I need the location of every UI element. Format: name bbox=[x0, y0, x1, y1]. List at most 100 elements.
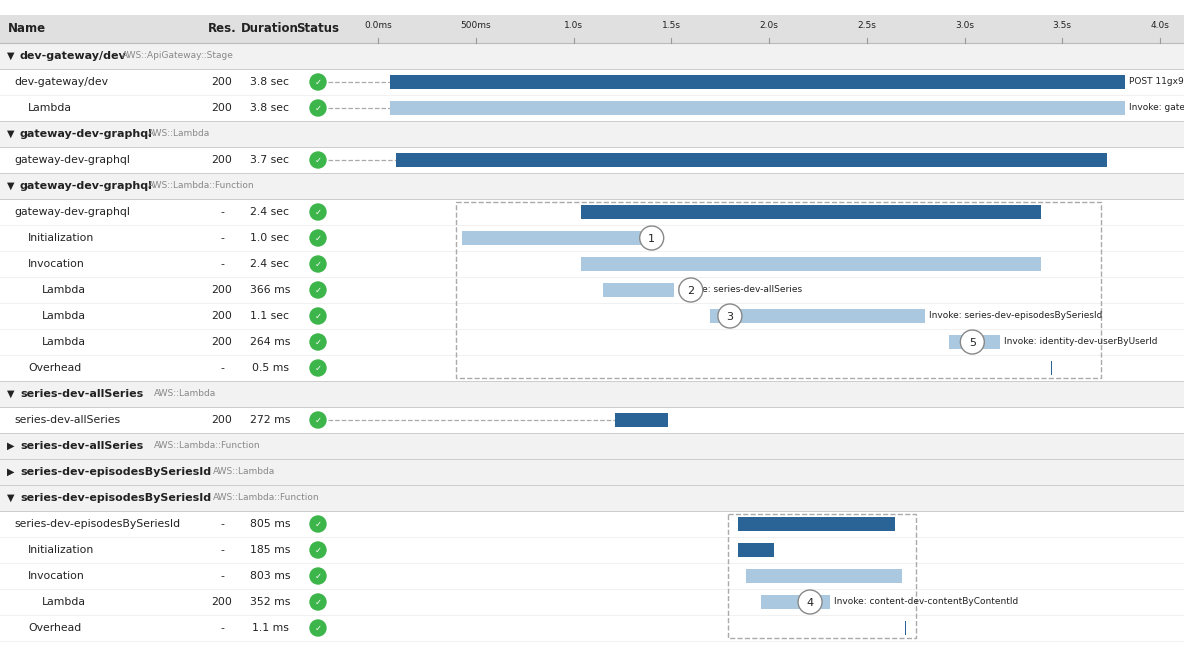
Text: ✓: ✓ bbox=[315, 416, 322, 425]
Text: ✓: ✓ bbox=[315, 572, 322, 581]
Text: -: - bbox=[220, 259, 224, 269]
Text: 3: 3 bbox=[727, 311, 733, 321]
Text: dev-gateway/dev: dev-gateway/dev bbox=[20, 51, 127, 61]
Text: ✓: ✓ bbox=[315, 260, 322, 269]
Bar bbox=[0, 381, 1184, 407]
Text: 200: 200 bbox=[212, 155, 232, 165]
Bar bbox=[0, 173, 1184, 199]
Text: 200: 200 bbox=[212, 311, 232, 321]
Circle shape bbox=[310, 412, 326, 428]
Text: Invoke: series-dev-episodesBySeriesId: Invoke: series-dev-episodesBySeriesId bbox=[929, 311, 1102, 321]
Text: ✓: ✓ bbox=[315, 312, 322, 321]
Text: Invocation: Invocation bbox=[28, 259, 85, 269]
Text: ✓: ✓ bbox=[315, 338, 322, 347]
Text: 805 ms: 805 ms bbox=[250, 519, 290, 529]
Circle shape bbox=[310, 204, 326, 220]
Circle shape bbox=[310, 308, 326, 324]
Text: Overhead: Overhead bbox=[28, 623, 82, 633]
Text: -: - bbox=[220, 207, 224, 217]
Text: -: - bbox=[220, 363, 224, 373]
Text: gateway-dev-graphql: gateway-dev-graphql bbox=[14, 155, 130, 165]
Text: Lambda: Lambda bbox=[41, 597, 86, 607]
Bar bbox=[0, 121, 1184, 147]
Text: 2.4 sec: 2.4 sec bbox=[251, 259, 290, 269]
Text: ▼: ▼ bbox=[7, 51, 14, 61]
Text: POST 11gx93bhx8.execute-api.us-ea: POST 11gx93bhx8.execute-api.us-ea bbox=[1128, 77, 1184, 87]
Text: 3.8 sec: 3.8 sec bbox=[251, 103, 290, 113]
Circle shape bbox=[310, 334, 326, 350]
Text: ✓: ✓ bbox=[315, 286, 322, 295]
Text: 2: 2 bbox=[687, 285, 694, 295]
Text: ✓: ✓ bbox=[315, 520, 322, 529]
Text: -: - bbox=[220, 233, 224, 243]
Text: 3.5s: 3.5s bbox=[1053, 21, 1072, 30]
Text: Invocation: Invocation bbox=[28, 571, 85, 581]
Text: 3.8 sec: 3.8 sec bbox=[251, 77, 290, 87]
Circle shape bbox=[310, 152, 326, 168]
Bar bbox=[0, 43, 1184, 69]
Bar bbox=[581, 205, 1041, 219]
Text: 272 ms: 272 ms bbox=[250, 415, 290, 425]
Circle shape bbox=[798, 590, 822, 614]
Text: -: - bbox=[220, 623, 224, 633]
Text: series-dev-episodesBySeriesId: series-dev-episodesBySeriesId bbox=[20, 467, 211, 477]
Circle shape bbox=[310, 542, 326, 558]
Bar bbox=[456, 202, 1101, 378]
Text: series-dev-allSeries: series-dev-allSeries bbox=[20, 441, 143, 451]
Text: ✓: ✓ bbox=[315, 598, 322, 607]
Text: 200: 200 bbox=[212, 285, 232, 295]
Text: 5: 5 bbox=[969, 338, 976, 348]
Bar bbox=[0, 485, 1184, 511]
Bar bbox=[395, 153, 1107, 167]
Text: Name: Name bbox=[8, 23, 46, 36]
Text: Invoke: series-dev-allSeries: Invoke: series-dev-allSeries bbox=[678, 285, 803, 295]
Text: 264 ms: 264 ms bbox=[250, 337, 290, 347]
Text: gateway-dev-graphql: gateway-dev-graphql bbox=[14, 207, 130, 217]
Bar bbox=[462, 231, 656, 245]
Text: ▼: ▼ bbox=[7, 129, 14, 139]
Text: 200: 200 bbox=[212, 597, 232, 607]
Text: Status: Status bbox=[296, 23, 340, 36]
Text: ✓: ✓ bbox=[315, 156, 322, 165]
Text: Lambda: Lambda bbox=[41, 311, 86, 321]
Text: -: - bbox=[220, 545, 224, 555]
Text: ✓: ✓ bbox=[315, 364, 322, 373]
Text: series-dev-allSeries: series-dev-allSeries bbox=[20, 389, 143, 399]
Text: 200: 200 bbox=[212, 337, 232, 347]
Text: Invoke: gateway-dev-graphql: Invoke: gateway-dev-graphql bbox=[1128, 103, 1184, 113]
Text: ✓: ✓ bbox=[315, 234, 322, 243]
Text: 1.1 sec: 1.1 sec bbox=[251, 311, 290, 321]
Text: 0.0ms: 0.0ms bbox=[365, 21, 392, 30]
Text: 3.7 sec: 3.7 sec bbox=[251, 155, 290, 165]
Text: 1: 1 bbox=[648, 234, 655, 244]
Text: ▼: ▼ bbox=[7, 389, 14, 399]
Text: AWS::Lambda: AWS::Lambda bbox=[154, 389, 217, 399]
Text: Overhead: Overhead bbox=[28, 363, 82, 373]
Text: 185 ms: 185 ms bbox=[250, 545, 290, 555]
Text: 0.5 ms: 0.5 ms bbox=[251, 363, 289, 373]
Circle shape bbox=[310, 100, 326, 116]
Text: 1.0s: 1.0s bbox=[564, 21, 583, 30]
Circle shape bbox=[718, 304, 742, 328]
Text: Lambda: Lambda bbox=[41, 337, 86, 347]
Text: 4: 4 bbox=[806, 597, 813, 607]
Text: 200: 200 bbox=[212, 415, 232, 425]
Text: dev-gateway/dev: dev-gateway/dev bbox=[14, 77, 108, 87]
Text: AWS::Lambda: AWS::Lambda bbox=[212, 468, 275, 476]
Text: 200: 200 bbox=[212, 77, 232, 87]
Text: 2.0s: 2.0s bbox=[760, 21, 778, 30]
Text: ▶: ▶ bbox=[7, 467, 14, 477]
Text: Res.: Res. bbox=[207, 23, 237, 36]
Text: 352 ms: 352 ms bbox=[250, 597, 290, 607]
Bar bbox=[614, 413, 668, 427]
Bar bbox=[0, 459, 1184, 485]
Text: series-dev-allSeries: series-dev-allSeries bbox=[14, 415, 120, 425]
Bar bbox=[738, 543, 774, 557]
Circle shape bbox=[960, 330, 984, 354]
Text: ✓: ✓ bbox=[315, 78, 322, 87]
Circle shape bbox=[310, 568, 326, 584]
Text: AWS::Lambda: AWS::Lambda bbox=[148, 130, 210, 138]
Text: 500ms: 500ms bbox=[461, 21, 491, 30]
Text: AWS::ApiGateway::Stage: AWS::ApiGateway::Stage bbox=[122, 52, 233, 60]
Text: Invoke: identity-dev-userByUserId: Invoke: identity-dev-userByUserId bbox=[1004, 338, 1158, 346]
